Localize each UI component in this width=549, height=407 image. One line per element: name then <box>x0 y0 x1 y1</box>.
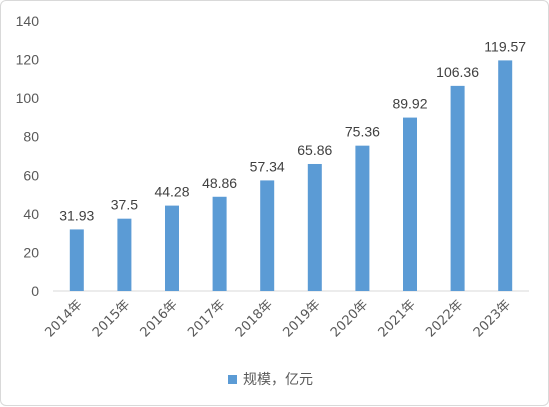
data-label: 37.5 <box>111 197 138 213</box>
y-tick-label: 120 <box>16 52 40 68</box>
x-tick-label: 2014年 <box>42 297 85 340</box>
legend-swatch <box>228 374 237 384</box>
data-label: 89.92 <box>392 96 427 112</box>
y-tick-label: 40 <box>23 206 39 222</box>
x-tick-label: 2020年 <box>328 297 371 340</box>
x-tick-label: 2022年 <box>423 297 466 340</box>
bar <box>307 163 322 291</box>
bar <box>355 145 370 291</box>
bar <box>117 218 132 291</box>
x-tick-label: 2017年 <box>185 297 228 340</box>
bar <box>260 180 275 291</box>
y-tick-label: 100 <box>16 90 40 106</box>
data-label: 57.34 <box>250 158 285 174</box>
x-tick-label: 2015年 <box>90 297 133 340</box>
x-tick-label: 2021年 <box>376 297 419 340</box>
y-tick-label: 140 <box>16 13 40 29</box>
x-tick-label: 2018年 <box>233 297 276 340</box>
data-label: 48.86 <box>202 175 237 191</box>
data-label: 106.36 <box>436 64 479 80</box>
data-label: 75.36 <box>345 124 380 140</box>
y-tick-label: 20 <box>23 244 39 260</box>
bar <box>498 60 513 292</box>
x-tick-label: 2019年 <box>280 297 323 340</box>
x-tick-label: 2023年 <box>471 297 514 340</box>
x-tick-label: 2016年 <box>138 297 181 340</box>
data-label: 119.57 <box>484 38 526 54</box>
bar <box>69 229 84 291</box>
bar <box>450 85 465 292</box>
y-tick-label: 0 <box>31 283 39 299</box>
bar <box>212 196 227 291</box>
data-label: 31.93 <box>59 207 94 223</box>
data-label: 44.28 <box>154 184 189 200</box>
y-tick-label: 80 <box>23 129 39 145</box>
y-tick-label: 60 <box>23 167 39 183</box>
legend: 规模，亿元 <box>228 369 313 389</box>
bar <box>403 117 417 291</box>
legend-label: 规模，亿元 <box>243 372 313 388</box>
data-label: 65.86 <box>297 142 332 158</box>
bar <box>165 205 179 291</box>
